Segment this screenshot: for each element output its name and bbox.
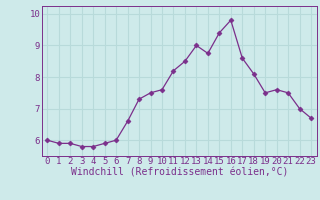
X-axis label: Windchill (Refroidissement éolien,°C): Windchill (Refroidissement éolien,°C) — [70, 168, 288, 178]
